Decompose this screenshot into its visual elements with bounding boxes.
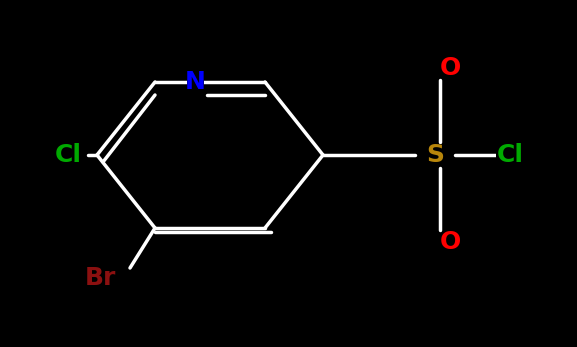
FancyBboxPatch shape: [426, 144, 444, 166]
FancyBboxPatch shape: [441, 231, 459, 253]
Text: S: S: [426, 143, 444, 167]
FancyBboxPatch shape: [54, 144, 82, 166]
FancyBboxPatch shape: [86, 267, 114, 289]
FancyBboxPatch shape: [496, 144, 524, 166]
Text: N: N: [185, 70, 205, 94]
Text: O: O: [439, 56, 460, 80]
Text: Cl: Cl: [54, 143, 81, 167]
FancyBboxPatch shape: [186, 71, 204, 93]
FancyBboxPatch shape: [441, 57, 459, 79]
Text: Cl: Cl: [496, 143, 523, 167]
Text: O: O: [439, 230, 460, 254]
Text: Br: Br: [84, 266, 115, 290]
